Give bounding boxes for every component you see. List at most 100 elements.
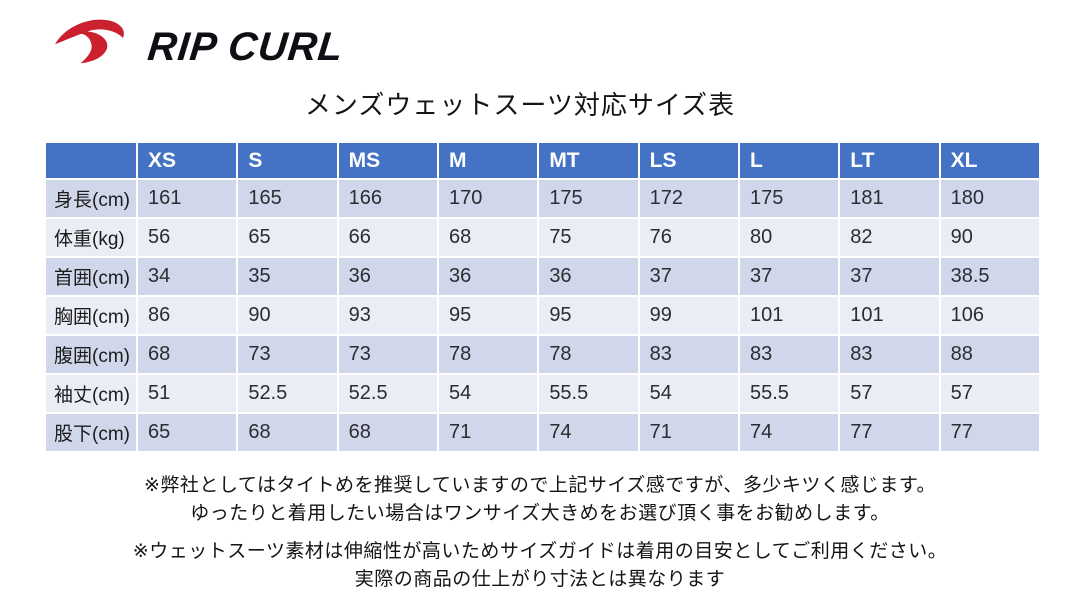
size-value-cell: 55.5 [737, 373, 841, 414]
size-value-cell: 80 [737, 217, 841, 258]
brand-name: RIP CURL [145, 24, 346, 69]
size-value-cell: 86 [135, 295, 239, 336]
size-value-cell: 37 [838, 256, 941, 297]
size-value-cell: 57 [938, 373, 1042, 414]
size-column-header: MS [336, 141, 439, 180]
size-value-cell: 83 [838, 334, 941, 375]
table-row: 体重(kg) 56 65 66 68 75 76 80 82 90 [44, 217, 1042, 258]
size-value-cell: 36 [336, 256, 439, 297]
size-table-header: XS S MS M MT LS L LT XL [44, 141, 1042, 180]
size-value-cell: 83 [637, 334, 740, 375]
size-value-cell: 75 [537, 217, 640, 258]
size-value-cell: 65 [135, 412, 239, 453]
size-column-header: XS [135, 141, 239, 180]
table-row: 身長(cm) 161 165 166 170 175 172 175 181 180 [44, 178, 1042, 219]
table-row: 首囲(cm) 34 35 36 36 36 37 37 37 38.5 [44, 256, 1042, 297]
size-value-cell: 181 [838, 178, 941, 219]
size-value-cell: 52.5 [236, 373, 339, 414]
row-label: 腹囲(cm) [44, 334, 138, 375]
footnote-fit-recommendation: ※弊社としてはタイトめを推奨していますので上記サイズ感ですが、多少キツく感じます… [0, 472, 1080, 528]
size-value-cell: 68 [236, 412, 339, 453]
size-value-cell: 36 [537, 256, 640, 297]
size-value-cell: 170 [436, 178, 540, 219]
size-value-cell: 166 [336, 178, 439, 219]
size-value-cell: 175 [737, 178, 841, 219]
size-value-cell: 51 [135, 373, 239, 414]
size-value-cell: 71 [637, 412, 740, 453]
size-value-cell: 175 [537, 178, 640, 219]
size-table-body: 身長(cm) 161 165 166 170 175 172 175 181 180 体重(kg) 5… [44, 178, 1042, 453]
corner-cell [44, 141, 138, 180]
size-value-cell: 74 [737, 412, 841, 453]
size-value-cell: 161 [135, 178, 239, 219]
size-value-cell: 37 [637, 256, 740, 297]
size-value-cell: 54 [436, 373, 540, 414]
size-value-cell: 57 [838, 373, 941, 414]
size-value-cell: 74 [537, 412, 640, 453]
table-row: 袖丈(cm) 51 52.5 52.5 54 55.5 54 55.5 57 57 [44, 373, 1042, 414]
row-label: 胸囲(cm) [44, 295, 138, 336]
row-label: 股下(cm) [44, 412, 138, 453]
size-column-header: L [737, 141, 841, 180]
size-value-cell: 78 [436, 334, 540, 375]
size-value-cell: 68 [436, 217, 540, 258]
size-column-header: LS [637, 141, 740, 180]
size-value-cell: 95 [436, 295, 540, 336]
size-value-cell: 65 [236, 217, 339, 258]
size-value-cell: 37 [737, 256, 841, 297]
size-value-cell: 101 [838, 295, 941, 336]
footnote-material-notice: ※ウェットスーツ素材は伸縮性が高いためサイズガイドは着用の目安としてご利用くださ… [0, 538, 1080, 594]
footnote-line: ゆったりと着用したい場合はワンサイズ大きめをお選び頂く事をお勧めします。 [190, 503, 890, 524]
size-value-cell: 99 [637, 295, 740, 336]
size-value-cell: 76 [637, 217, 740, 258]
size-value-cell: 88 [938, 334, 1042, 375]
size-value-cell: 180 [938, 178, 1042, 219]
size-value-cell: 73 [336, 334, 439, 375]
size-value-cell: 73 [236, 334, 339, 375]
table-row: 腹囲(cm) 68 73 73 78 78 83 83 83 88 [44, 334, 1042, 375]
size-value-cell: 71 [436, 412, 540, 453]
row-label: 袖丈(cm) [44, 373, 138, 414]
size-value-cell: 165 [236, 178, 339, 219]
size-value-cell: 52.5 [336, 373, 439, 414]
row-label: 体重(kg) [44, 217, 138, 258]
table-row: 股下(cm) 65 68 68 71 74 71 74 77 77 [44, 412, 1042, 453]
size-value-cell: 34 [135, 256, 239, 297]
size-table: XS S MS M MT LS L LT XL 身長(cm) 161 165 166 170 175 172… [44, 141, 1042, 453]
size-column-header: S [236, 141, 339, 180]
size-value-cell: 77 [938, 412, 1042, 453]
size-value-cell: 54 [637, 373, 740, 414]
size-value-cell: 68 [336, 412, 439, 453]
size-value-cell: 78 [537, 334, 640, 375]
footnote-line: ※弊社としてはタイトめを推奨していますので上記サイズ感ですが、多少キツく感じます… [143, 475, 937, 496]
size-value-cell: 55.5 [537, 373, 640, 414]
size-column-header: XL [938, 141, 1042, 180]
footnote-line: ※ウェットスーツ素材は伸縮性が高いためサイズガイドは着用の目安としてご利用くださ… [132, 541, 948, 562]
row-label: 首囲(cm) [44, 256, 138, 297]
size-value-cell: 38.5 [938, 256, 1042, 297]
size-value-cell: 90 [236, 295, 339, 336]
size-value-cell: 95 [537, 295, 640, 336]
row-label: 身長(cm) [44, 178, 138, 219]
size-value-cell: 68 [135, 334, 239, 375]
size-value-cell: 35 [236, 256, 339, 297]
size-value-cell: 106 [938, 295, 1042, 336]
size-value-cell: 172 [637, 178, 740, 219]
size-value-cell: 66 [336, 217, 439, 258]
table-row: 胸囲(cm) 86 90 93 95 95 99 101 101 106 [44, 295, 1042, 336]
size-value-cell: 56 [135, 217, 239, 258]
size-value-cell: 90 [938, 217, 1042, 258]
size-column-header: M [436, 141, 540, 180]
size-value-cell: 93 [336, 295, 439, 336]
size-column-header: LT [838, 141, 941, 180]
ripcurl-wave-icon [54, 19, 124, 64]
size-value-cell: 83 [737, 334, 841, 375]
footnote-line: 実際の商品の仕上がり寸法とは異なります [354, 569, 726, 590]
size-value-cell: 36 [436, 256, 540, 297]
size-value-cell: 82 [838, 217, 941, 258]
size-value-cell: 77 [838, 412, 941, 453]
size-column-header: MT [537, 141, 640, 180]
page-title: メンズウェットスーツ対応サイズ表 [304, 90, 736, 120]
brand-logo: RIP CURL [50, 6, 346, 74]
size-value-cell: 101 [737, 295, 841, 336]
